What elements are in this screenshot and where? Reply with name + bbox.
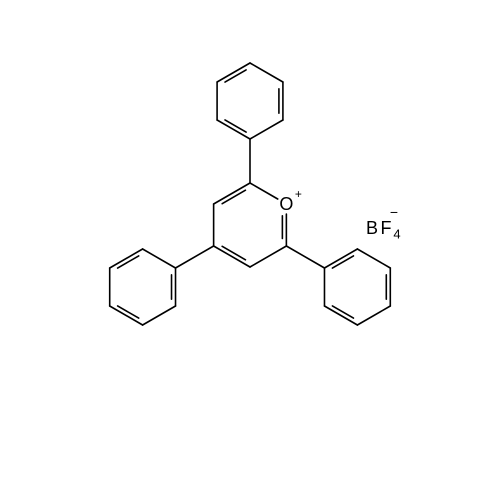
bond (357, 249, 390, 268)
bond (250, 63, 283, 82)
bond (250, 183, 278, 199)
bond (357, 306, 390, 325)
bond (176, 246, 214, 268)
bond (143, 249, 176, 268)
bond (143, 306, 176, 325)
bond (214, 246, 250, 267)
counterion-F: F (381, 218, 392, 238)
bond (214, 183, 250, 204)
bond (324, 249, 357, 268)
oxygen-charge: + (295, 187, 302, 201)
bond (110, 249, 143, 268)
bond (250, 246, 286, 267)
bond (110, 306, 143, 325)
molecule-canvas: O+−BF4 (0, 0, 500, 500)
bond (217, 63, 250, 82)
bond (324, 306, 357, 325)
bond (286, 246, 324, 268)
bond (250, 120, 283, 139)
counterion-B: B (366, 218, 378, 238)
counterion-subscript: 4 (393, 227, 400, 242)
oxygen-atom-label: O (279, 194, 293, 214)
bond (217, 120, 250, 139)
